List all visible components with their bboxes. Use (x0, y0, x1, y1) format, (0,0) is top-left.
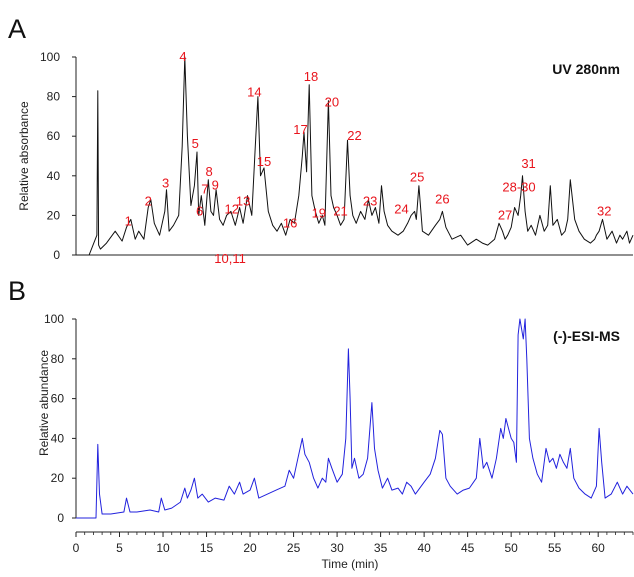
panel-a-peak-label: 26 (435, 192, 449, 207)
panel-a-y-tick-label: 100 (40, 50, 60, 64)
panel-b-x-tick-label: 10 (156, 541, 170, 555)
panel-a-peak-label: 25 (410, 170, 424, 185)
panel-b-x-tick-label: 0 (73, 541, 80, 555)
panel-a-peak-label: 28-30 (502, 180, 535, 195)
panel-b-y-tick-label: 100 (44, 312, 64, 326)
panel-b-x-tick-label: 35 (374, 541, 388, 555)
panel-a-axes: 0 20 40 60 80 100 (40, 50, 633, 262)
panel-a-trace (76, 56, 634, 256)
panel-b-ms-chromatogram: B (-)-ESI-MS Relative abundance Time (mi… (8, 276, 634, 571)
panel-a-uv-chromatogram: A UV 280nm Relative absorbance 0 20 40 60 80… (8, 14, 634, 266)
panel-a-peak-label: 32 (597, 203, 611, 218)
panel-a-y-tick-label: 60 (47, 129, 61, 143)
panel-b-x-axis-title: Time (min) (322, 557, 379, 571)
panel-b-x-tick-label: 20 (243, 541, 257, 555)
panel-b-x-tick-label: 25 (287, 541, 301, 555)
panel-b-detector-tag: (-)-ESI-MS (553, 328, 620, 344)
panel-a-peak-label: 13 (236, 194, 250, 209)
panel-a-peak-label: 16 (283, 215, 297, 230)
panel-b-y-tick-label: 80 (51, 352, 65, 366)
panel-b-x-tick-label: 60 (592, 541, 606, 555)
panel-a-peak-label: 15 (257, 154, 271, 169)
panel-a-peak-label: 1 (125, 213, 132, 228)
panel-a-peak-label: 23 (363, 194, 377, 209)
panel-a-peak-label: 18 (304, 69, 318, 84)
panel-a-peak-label: 14 (247, 85, 261, 100)
panel-a-peak-label: 8 (206, 164, 213, 179)
panel-a-peak-label: 19 (312, 205, 326, 220)
panel-b-y-tick-label: 0 (57, 511, 64, 525)
panel-a-peak-label: 12 (225, 201, 239, 216)
panel-a-peak-label: 7 (201, 182, 208, 197)
panel-b-x-tick-label: 50 (504, 541, 518, 555)
panel-a-peak-label: 20 (325, 95, 339, 110)
panel-a-peak-label: 21 (333, 203, 347, 218)
panel-a-peak-label: 6 (196, 203, 203, 218)
panel-a-y-axis-title: Relative absorbance (17, 101, 31, 211)
panel-a-peak-label: 24 (394, 201, 408, 216)
panel-b-y-tick-label: 40 (51, 431, 65, 445)
panel-b-x-tick-label: 15 (200, 541, 214, 555)
panel-a-peak-label: 4 (179, 49, 186, 64)
panel-b-x-tick-label: 40 (417, 541, 431, 555)
panel-a-series-line (76, 56, 634, 256)
panel-a-y-tick-label: 80 (47, 90, 61, 104)
panel-a-detector-tag: UV 280nm (552, 61, 620, 77)
panel-b-y-tick-label: 20 (51, 471, 65, 485)
panel-a-peak-label: 22 (347, 128, 361, 143)
panel-b-x-tick-label: 5 (116, 541, 123, 555)
panel-b-trace (76, 318, 634, 519)
panel-a-peak-label: 17 (293, 122, 307, 137)
panel-a-peak-label: 27 (498, 207, 512, 222)
panel-b-series-line (76, 318, 634, 519)
panel-a-peak-label: 2 (145, 194, 152, 209)
panel-b-x-tick-label: 30 (330, 541, 344, 555)
panel-a-peak-label: 10,11 (214, 251, 246, 266)
panel-b-x-tick-label: 55 (548, 541, 562, 555)
panel-b-y-tick-label: 60 (51, 392, 65, 406)
panel-a-letter: A (8, 14, 26, 44)
panel-a-peak-label: 3 (162, 176, 169, 191)
panel-a-y-tick-label: 0 (53, 248, 60, 262)
panel-b-axes: 0 20 40 60 80 100 0 5 10 15 20 25 30 35 40 45 50 55 60 (44, 312, 634, 555)
panel-a-peak-labels: 12345678910,1112131415161718192021222324… (125, 49, 612, 266)
panel-a-peak-label: 9 (212, 178, 219, 193)
panel-a-y-tick-label: 20 (47, 208, 61, 222)
panel-b-y-axis-title: Relative abundance (37, 350, 51, 456)
panel-b-letter: B (8, 276, 26, 306)
panel-b-x-tick-label: 45 (461, 541, 475, 555)
panel-a-peak-label: 5 (192, 136, 199, 151)
panel-a-peak-label: 31 (521, 156, 535, 171)
panel-a-y-tick-label: 40 (47, 169, 61, 183)
